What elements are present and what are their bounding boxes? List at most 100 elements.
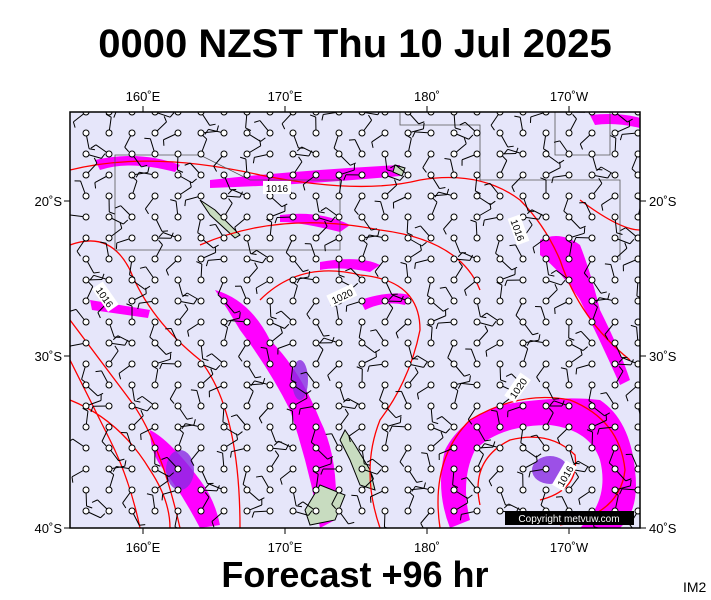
barb-flag: [354, 209, 359, 215]
barb-flag: [553, 140, 560, 143]
barb-station: [519, 360, 527, 368]
barb-flag: [586, 429, 593, 433]
isobar-label-text: 1016: [266, 184, 289, 195]
barb-flag: [616, 232, 623, 235]
barb-station: [220, 402, 228, 410]
barb-flag: [160, 102, 165, 105]
barb-station: [197, 213, 205, 221]
barb-station: [289, 234, 297, 242]
barb-flag: [259, 139, 262, 146]
barb-station: [404, 423, 412, 431]
barb-flag: [168, 472, 174, 477]
barb-station: [588, 255, 596, 263]
barb-station: [289, 402, 297, 410]
barb-station: [565, 486, 573, 494]
barb-flag: [134, 400, 141, 403]
barb-flag: [178, 428, 184, 434]
barb-flag: [113, 112, 117, 118]
barb-station: [220, 318, 228, 326]
barb-flag: [182, 292, 188, 298]
barb-station: [450, 150, 458, 158]
barb-flag: [423, 482, 426, 489]
barb-station: [151, 465, 159, 473]
barb-station: [358, 360, 366, 368]
barb-station: [289, 339, 297, 347]
barb-flag: [446, 188, 450, 195]
barb-station: [496, 213, 504, 221]
barb-station: [105, 129, 113, 137]
barb-flag: [629, 479, 632, 486]
barb-station: [634, 381, 640, 389]
isobar-label-box: [263, 181, 291, 194]
barb-flag: [230, 451, 232, 458]
barb-station: [105, 339, 113, 347]
barb-station: [220, 129, 228, 137]
barb-station: [519, 465, 527, 473]
barb-flag: [484, 182, 491, 186]
barb-station: [82, 381, 90, 389]
barb-station: [542, 255, 550, 263]
barb-station: [358, 150, 366, 158]
barb-flag: [343, 174, 347, 181]
barb-station: [197, 276, 205, 284]
barb-flag: [382, 428, 389, 433]
barb-station: [82, 297, 90, 305]
barb-station: [427, 444, 435, 452]
barb-station: [243, 213, 251, 221]
barb-flag: [217, 294, 223, 300]
barb-station: [542, 318, 550, 326]
barb-station: [312, 234, 320, 242]
barb-station: [542, 192, 550, 200]
barb-station: [404, 255, 412, 263]
barb-flag: [374, 200, 381, 203]
barb-flag: [579, 225, 586, 229]
barb-station: [496, 465, 504, 473]
barb-flag: [71, 476, 74, 483]
barb-station: [220, 213, 228, 221]
barb-flag: [389, 425, 393, 432]
barb-station: [312, 360, 320, 368]
barb-flag: [516, 471, 523, 475]
barb-station: [358, 423, 366, 431]
barb-flag: [324, 220, 328, 227]
lat-label: 40˚S: [35, 521, 63, 536]
barb-station: [473, 381, 481, 389]
barb-station: [588, 339, 596, 347]
barb-flag: [625, 478, 632, 482]
barb-station: [128, 192, 136, 200]
barb-station: [105, 486, 113, 494]
barb-flag: [250, 380, 255, 386]
barb-station: [335, 486, 343, 494]
barb-flag: [514, 115, 521, 118]
barb-flag: [598, 177, 603, 184]
barb-station: [82, 255, 90, 263]
wind-barbs: [70, 102, 640, 528]
barb-flag: [364, 463, 371, 466]
barb-station: [496, 297, 504, 305]
barb-station: [496, 360, 504, 368]
barb-flag: [354, 403, 359, 409]
barb-station: [381, 171, 389, 179]
barb-station: [312, 465, 320, 473]
barb-staff: [637, 112, 638, 113]
barb-flag: [607, 172, 612, 179]
barb-station: [289, 318, 297, 326]
barb-station: [82, 276, 90, 284]
barb-flag: [239, 191, 243, 198]
barb-flag: [252, 157, 255, 164]
barb-station: [427, 465, 435, 473]
barb-station: [473, 360, 481, 368]
barb-flag: [575, 330, 582, 334]
barb-flag: [152, 365, 159, 370]
isobar-label-box: [551, 460, 578, 492]
barb-station: [496, 171, 504, 179]
barb-flag: [549, 400, 555, 406]
barb-flag: [411, 486, 416, 492]
barb-station: [473, 339, 481, 347]
barb-flag: [444, 158, 451, 160]
barb-flag: [216, 450, 223, 454]
barb-station: [404, 339, 412, 347]
barb-station: [358, 465, 366, 473]
barb-station: [197, 381, 205, 389]
barb-flag: [163, 116, 167, 123]
